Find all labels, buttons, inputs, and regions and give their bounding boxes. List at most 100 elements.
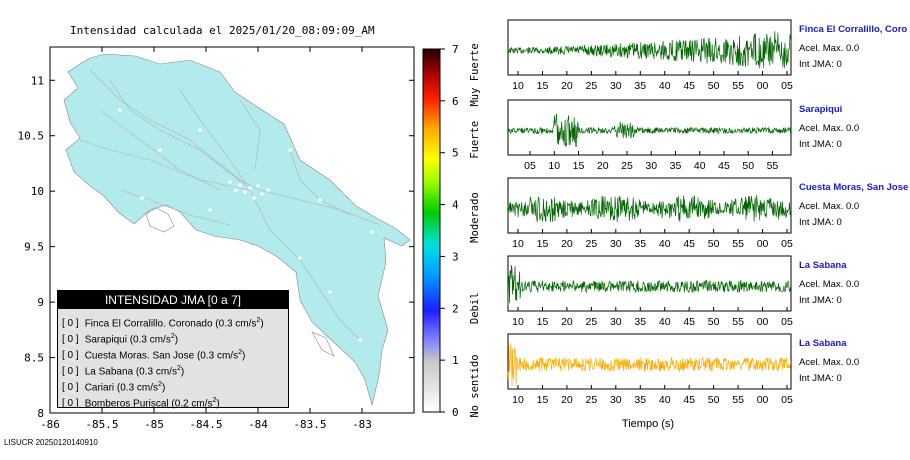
- station-max-acceleration: Acel. Max. 0.0: [799, 279, 860, 290]
- legend-item-intensity: [ 0 ]: [62, 334, 79, 346]
- colorbar: [422, 48, 441, 413]
- waveform-tick-label: 45: [683, 80, 695, 92]
- waveform-tick-label: 05: [781, 316, 793, 328]
- waveform-tick-label: 05: [781, 394, 793, 406]
- map-y-tick-label: 8.5: [24, 352, 44, 365]
- legend-list: [ 0 ] Finca El Corralillo. Coronado (0.3 …: [58, 309, 288, 409]
- waveform-tick-label: 05: [524, 160, 536, 172]
- waveform-tick-label: 05: [781, 80, 793, 92]
- waveform-tick-label: 00: [757, 80, 769, 92]
- waveform-panels: 10 15 20 25 30 35 40 45 50 55 00 05 05 10 15 20 25 30 35 40…: [507, 19, 793, 406]
- waveform-tick-label: 20: [561, 80, 573, 92]
- nicoya-gulf: [145, 207, 175, 233]
- waveform-tick-label: 50: [742, 160, 754, 172]
- legend-item-intensity: [ 0 ]: [62, 318, 79, 330]
- waveform-tick-label: 10: [512, 316, 524, 328]
- station-jma-intensity: Int JMA: 0: [799, 139, 842, 150]
- station-dots: [118, 108, 374, 342]
- legend-item-close: ): [161, 382, 166, 394]
- map-y-tick-label: 11: [31, 74, 44, 87]
- waveform-tick-label: 25: [621, 160, 633, 172]
- waveform-tick-label: 25: [586, 238, 598, 250]
- waveform-tick-label: 55: [732, 238, 744, 250]
- legend-item-intensity: [ 0 ]: [62, 350, 79, 362]
- waveform-tick-label: 20: [561, 316, 573, 328]
- colorbar-category-label: Fuerte: [469, 121, 481, 159]
- waveform-tick-label: 50: [708, 238, 720, 250]
- station-info: La Sabana Acel. Max. 0.0 Int JMA: 0: [799, 260, 859, 306]
- waveform-tick-label: 25: [586, 394, 598, 406]
- waveform-trace: [507, 343, 792, 387]
- road-network: [79, 69, 381, 341]
- legend-item-close: ): [180, 366, 185, 378]
- waveform-panel: [507, 99, 792, 156]
- colorbar-tick-label: 3: [452, 250, 459, 263]
- station-info: Sarapiqui Acel. Max. 0.0 Int JMA: 0: [799, 104, 859, 150]
- waveform-tick-label: 35: [634, 394, 646, 406]
- map-y-axis: 8 8.5 9 9.5 10 10.5 11: [18, 74, 414, 420]
- waveform-trace: [507, 31, 792, 69]
- colorbar-tick-label: 1: [452, 354, 459, 367]
- legend-item-intensity: [ 0 ]: [62, 398, 79, 410]
- colorbar-category-label: Muy Fuerte: [469, 43, 481, 106]
- colorbar-labels: No sentido Debil Moderado Fuerte Muy Fuerte: [469, 43, 481, 417]
- legend-item: [ 0 ] Cuesta Moras. San Jose (0.3 cm/s2): [62, 345, 288, 361]
- station-max-acceleration: Acel. Max. 0.0: [799, 43, 860, 54]
- waveform-tick-label: 50: [708, 394, 720, 406]
- waveform-tick-label: 40: [659, 316, 671, 328]
- station-info: La Sabana Acel. Max. 0.0 Int JMA: 0: [799, 338, 859, 384]
- waveform-tick-label: 20: [597, 160, 609, 172]
- station-jma-intensity: Int JMA: 0: [799, 373, 842, 384]
- waveform-tick-label: 25: [586, 80, 598, 92]
- waveform-tick-label: 15: [537, 238, 549, 250]
- waveform-tick-label: 40: [694, 160, 706, 172]
- map-y-tick-label: 8: [37, 407, 44, 420]
- waveform-tick-label: 55: [767, 160, 779, 172]
- legend-item-exponent: 2: [176, 365, 181, 372]
- waveform-tick-label: 35: [670, 160, 682, 172]
- waveform-tick-label: 30: [610, 394, 622, 406]
- map-x-tick-label: -84: [248, 418, 268, 431]
- map-x-tick-label: -85.5: [85, 418, 118, 431]
- station-jma-intensity: Int JMA: 0: [799, 217, 842, 228]
- waveform-tick-label: 10: [548, 160, 560, 172]
- colorbar-tick-label: 5: [452, 147, 459, 160]
- legend-item-label: Finca El Corralillo. Coronado (0.3 cm/s: [84, 318, 257, 330]
- map-x-tick-label: -83.5: [293, 418, 326, 431]
- legend-item-exponent: 2: [158, 381, 162, 388]
- station-jma-intensity: Int JMA: 0: [799, 295, 842, 306]
- legend-item: [ 0 ] Cariari (0.3 cm/s2): [62, 377, 288, 393]
- map-y-tick-label: 10.5: [18, 130, 45, 143]
- legend-item-close: ): [260, 318, 264, 330]
- colorbar-tick-label: 4: [452, 199, 459, 212]
- legend-item-close: ): [174, 334, 179, 346]
- waveform-tick-label: 35: [634, 238, 646, 250]
- legend-item-label: Cuesta Moras. San Jose (0.3 cm/s: [84, 350, 239, 362]
- waveform-tick-label: 55: [732, 80, 744, 92]
- station-name: La Sabana: [799, 338, 847, 349]
- waveform-panel: [507, 255, 792, 312]
- map-x-axis: -86 -85.5 -85 -84.5 -84 -83.5 -83: [40, 47, 372, 431]
- waveform-tick-label: 50: [708, 316, 720, 328]
- legend-item-intensity: [ 0 ]: [62, 382, 79, 394]
- waveform-tick-label: 30: [610, 80, 622, 92]
- colorbar-category-label: Debil: [469, 292, 481, 324]
- waveform-tick-label: 00: [757, 316, 769, 328]
- waveform-trace: [507, 264, 792, 306]
- map-x-tick-label: -83: [352, 418, 372, 431]
- legend-item: [ 0 ] Sarapiqui (0.3 cm/s2): [62, 329, 288, 345]
- station-name: Sarapiqui: [799, 104, 843, 115]
- station-name: Finca El Corralillo, Coro: [799, 24, 908, 35]
- waveform-tick-label: 40: [659, 238, 671, 250]
- station-name: La Sabana: [799, 260, 847, 271]
- waveform-tick-label: 40: [659, 80, 671, 92]
- waveform-tick-label: 20: [561, 238, 573, 250]
- map-y-tick-label: 10: [31, 185, 44, 198]
- waveform-tick-label: 10: [512, 80, 524, 92]
- waveform-tick-label: 55: [732, 394, 744, 406]
- intensity-legend: INTENSIDAD JMA [0 a 7] [ 0 ] Finca El Cor…: [57, 290, 289, 409]
- waveform-tick-label: 15: [537, 394, 549, 406]
- waveform-tick-label: 45: [718, 160, 730, 172]
- waveform-tick-label: 45: [683, 316, 695, 328]
- colorbar-tick-label: 6: [452, 95, 459, 108]
